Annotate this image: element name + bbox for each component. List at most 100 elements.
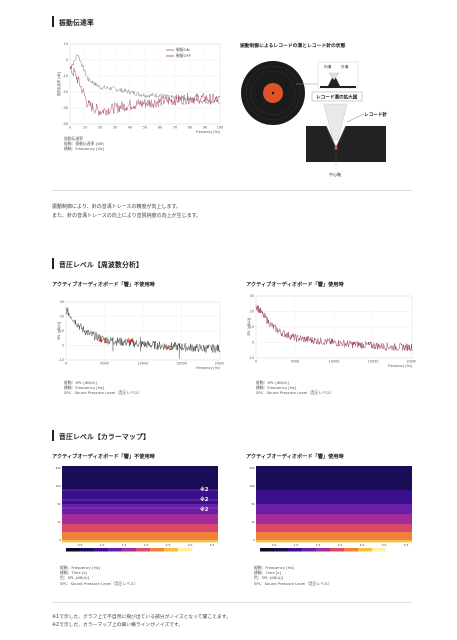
heatmap-band: [62, 506, 218, 509]
y-tick-label: 10: [250, 325, 254, 329]
y-tick-label: -10: [58, 358, 64, 362]
x-tick-label: 2.5: [166, 543, 171, 547]
x-tick-label: 10000: [138, 362, 149, 366]
color-chart-title-on: アクティブオーディオボード「響」使用時: [246, 454, 344, 460]
y-tick-label: 0: [59, 538, 61, 542]
x-tick-label: 0: [255, 360, 257, 364]
heatmap-band: [256, 506, 412, 509]
section-title: 音圧レベル【周波数分析】: [59, 260, 143, 269]
groove-diagram: 内溝 外溝 レコード溝の拡大図 レコード針 中心軸: [241, 61, 387, 177]
y-tick-label: 0: [253, 538, 255, 542]
notes: ※1で示した、グラフ上で不自然に飛び出ている部分がノイズとなって聞こえます。 ※…: [52, 614, 231, 630]
x-tick-label: 0: [65, 362, 67, 366]
heatmap-band: [256, 512, 412, 515]
y-tick-label: 0: [252, 341, 254, 345]
heatmap-band: [62, 484, 218, 487]
heatmap-band: [62, 468, 218, 471]
heatmap-band: [62, 520, 218, 523]
heatmap-band: [256, 500, 412, 503]
colorbar-cell: [136, 548, 150, 552]
groove-box-label: レコード溝の拡大図: [316, 94, 358, 101]
colorbar-cell: [66, 548, 80, 552]
heatmap-band: [256, 538, 412, 541]
heatmap-band: [62, 498, 218, 501]
colorbar-cell: [372, 548, 386, 552]
heatmap-band: [62, 496, 218, 499]
heatmap-band: [256, 476, 412, 479]
heatmap-band: [256, 526, 412, 529]
y-tick-label: 10k: [55, 484, 61, 488]
y-tick-label: 10k: [249, 484, 255, 488]
diagram-title: 振動制御によるレコードの溝とレコード針の状態: [240, 44, 346, 49]
freq-chart-title-off: アクティブオーディオボード「響」不使用時: [52, 282, 155, 288]
heatmap-band: [256, 502, 412, 505]
heatmap-band: [256, 466, 412, 469]
x-tick-label: 70: [173, 126, 177, 130]
note-1: ※1で示した、グラフ上で不自然に飛び出ている部分がノイズとなって聞こえます。: [52, 615, 231, 620]
x-tick-label: 0.5: [78, 543, 83, 547]
heatmap-on: 20k 10k 5k 1k 0 0.5 1.0 1.5 2.0 2.5 3.0 3.5: [249, 466, 412, 552]
series-line: [69, 53, 221, 105]
x-tick-label: 15000: [368, 360, 379, 364]
series-line: [69, 65, 221, 117]
colorbar-cell: [108, 548, 122, 552]
noise-marker: ※2: [200, 507, 209, 513]
x-tick-label: 20000: [215, 362, 224, 366]
heatmap-band: [62, 488, 218, 491]
color-caption-off: 縦軸：Frequency [Hz] 横軸：Time [s] 色：SPL [dB(…: [60, 565, 138, 586]
x-axis-label: Frequency [Hz]: [388, 364, 412, 368]
noise-marker: ※1: [165, 346, 174, 352]
heatmap-band: [256, 520, 412, 523]
y-tick-label: 20k: [249, 466, 255, 470]
x-tick-label: 30: [113, 126, 117, 130]
center-axis-label: 中心軸: [329, 171, 341, 177]
y-tick-label: 20: [250, 310, 254, 314]
x-tick-label: 50: [143, 126, 147, 130]
note-2: ※2で示した、カラーマップ上の細い横ラインがノイズです。: [52, 623, 184, 628]
heatmap-band: [256, 522, 412, 525]
y-axis-label: 振動伝達率 [dB]: [56, 72, 61, 96]
heatmap-band: [62, 540, 218, 543]
heatmap-band: [256, 484, 412, 487]
heatmap-band: [256, 470, 412, 473]
divider: [52, 190, 412, 191]
heatmap-band: [256, 468, 412, 471]
section-heading-spl-color: 音圧レベル【カラーマップ】: [52, 430, 150, 441]
heatmap-band: [256, 474, 412, 477]
x-tick-label: 40: [128, 126, 132, 130]
freq-caption-on: 縦軸：SPL [dB(A)] 横軸：Frequency [Hz] SPL：Sou…: [256, 380, 334, 396]
heatmap-band: [62, 486, 218, 489]
x-tick-label: 80: [188, 126, 192, 130]
noise-marker: ※2: [200, 487, 209, 493]
color-caption-on: 縦軸：Frequency [Hz] 横軸：Time [s] 色：SPL [dB(…: [254, 565, 332, 586]
x-axis-label: Frequency [Hz]: [196, 130, 220, 134]
heatmap-band: [256, 492, 412, 495]
heatmap-band: [256, 472, 412, 475]
heatmap-band: [62, 492, 218, 495]
heatmap-off: ※2 ※2 ※2 20k 10k 5k 1k 0 0.5 1.0 1.5 2.0 2.5 3.0 3.5: [55, 466, 218, 552]
inner-groove-label: 内溝: [324, 64, 332, 69]
heatmap-band: [62, 474, 218, 477]
heatmap-band: [62, 516, 218, 519]
x-tick-label: 100: [217, 126, 223, 130]
x-tick-label: 0.5: [272, 543, 277, 547]
heatmap-band: [62, 476, 218, 479]
section-title: 振動伝達率: [59, 18, 94, 27]
y-tick-label: 1k: [251, 520, 255, 524]
colorbar-cell: [122, 548, 136, 552]
x-tick-label: 3.5: [210, 543, 215, 547]
colorbar-cell: [358, 548, 372, 552]
y-tick-label: -10: [248, 356, 254, 360]
heatmap-band: [62, 530, 218, 533]
x-tick-label: 3.0: [382, 543, 387, 547]
heatmap-band: [62, 494, 218, 497]
legend-entry: 制振OFF: [176, 53, 191, 58]
heatmap-band: [256, 532, 412, 535]
colorbar-cell: [302, 548, 316, 552]
x-tick-label: 2.0: [338, 543, 343, 547]
y-tick-label: -30: [62, 106, 68, 110]
heatmap-band: [62, 490, 218, 493]
x-tick-label: 1.0: [100, 543, 105, 547]
x-tick-label: 1.5: [316, 543, 321, 547]
x-tick-label: 10000: [329, 360, 340, 364]
